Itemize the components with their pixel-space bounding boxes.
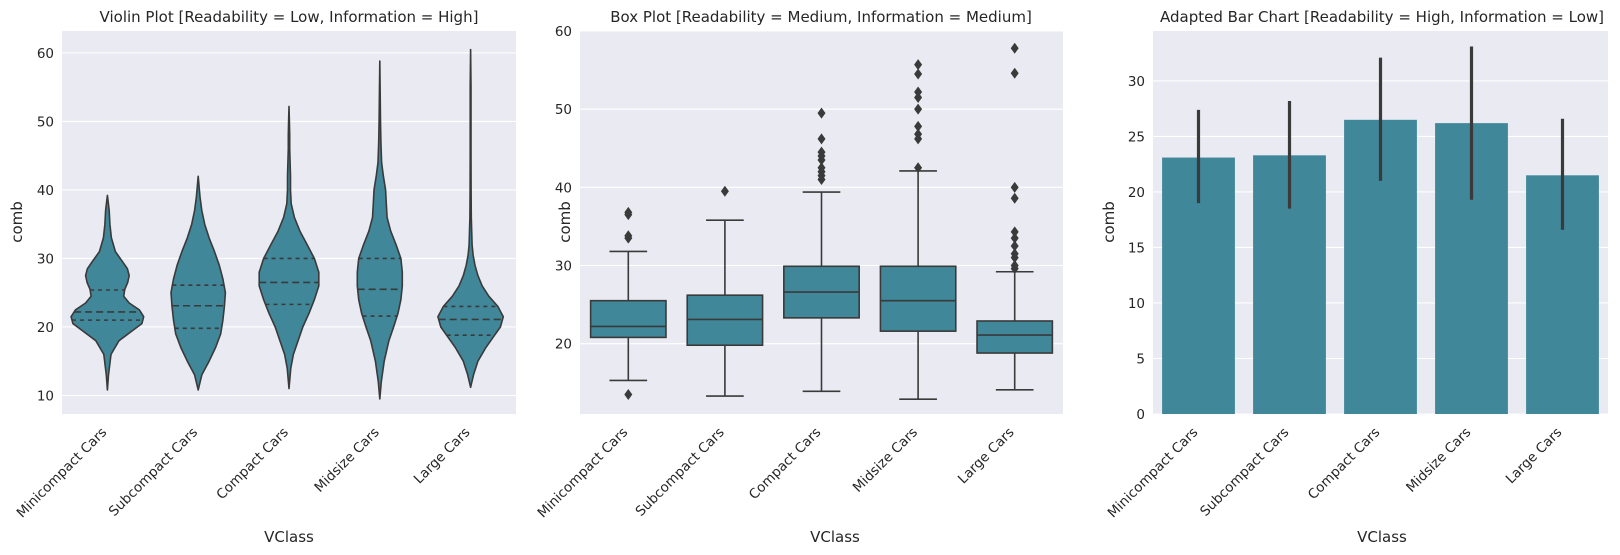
box-outlier-large-cars (1010, 240, 1019, 252)
violin-x-tick-large-cars: Large Cars (411, 425, 474, 488)
bar-x-tick-subcompact-cars: Subcompact Cars (1197, 425, 1292, 520)
box-outlier-minicompact-cars (624, 230, 633, 242)
box-outlier-midsize-cars (914, 86, 923, 98)
violin-title: Violin Plot [Readability = Low, Informat… (100, 8, 479, 26)
box-outlier-minicompact-cars (624, 206, 633, 218)
box-outlier-midsize-cars (914, 162, 923, 174)
bar-x-tick-compact-cars: Compact Cars (1305, 425, 1383, 503)
box-outlier-large-cars (1010, 259, 1019, 271)
box-y-tick-label: 20 (555, 337, 572, 353)
violin-compact-cars (258, 105, 320, 390)
bar-y-tick-label: 10 (1128, 296, 1145, 312)
box-outlier-large-cars (1010, 232, 1019, 244)
box-marks (589, 42, 1054, 400)
box-midsize-cars (879, 265, 957, 332)
box-minicompact-cars (589, 299, 667, 339)
box-outlier-midsize-cars (914, 59, 923, 71)
box-outlier-compact-cars (817, 162, 826, 174)
violin-subcompact-cars (170, 175, 227, 391)
box-panel: 20 30 40 50 60 Minicompact Cars Subcompact Car… (534, 8, 1063, 546)
box-outlier-compact-cars (817, 107, 826, 119)
box-outlier-midsize-cars (914, 68, 923, 80)
box-y-tick-label: 40 (555, 180, 572, 196)
bar-title: Adapted Bar Chart [Readability = High, I… (1160, 8, 1604, 26)
box-outlier-minicompact-cars (624, 388, 633, 400)
box-outlier-large-cars (1010, 226, 1019, 238)
box-y-axis-label: comb (556, 201, 574, 243)
bar-x-axis-label: VClass (1357, 528, 1407, 546)
box-outlier-midsize-cars (914, 120, 923, 132)
violin-marks (70, 48, 505, 400)
bar-y-tick-label: 0 (1136, 407, 1145, 423)
box-x-tick-compact-cars: Compact Cars (746, 425, 824, 503)
box-x-tick-large-cars: Large Cars (955, 425, 1018, 488)
box-large-cars (976, 320, 1054, 354)
violin-y-tick-label: 50 (37, 114, 54, 130)
box-outlier-large-cars (1010, 181, 1019, 193)
box-x-tick-subcompact-cars: Subcompact Cars (633, 425, 728, 520)
bar-y-tick-label: 5 (1136, 351, 1145, 367)
violin-x-axis-label: VClass (264, 528, 314, 546)
violin-x-tick-midsize-cars: Midsize Cars (311, 425, 382, 496)
box-title: Box Plot [Readability = Medium, Informat… (610, 8, 1032, 26)
box-outlier-midsize-cars (914, 103, 923, 115)
violin-y-tick-label: 40 (37, 183, 54, 199)
bar-y-tick-label: 30 (1128, 74, 1145, 90)
violin-minicompact-cars (70, 194, 145, 391)
violin-y-tick-label: 60 (37, 46, 54, 62)
box-outlier-subcompact-cars (720, 185, 729, 197)
box-y-tick-label: 60 (555, 24, 572, 40)
box-outlier-compact-cars (817, 146, 826, 158)
violin-y-axis-label: comb (8, 201, 26, 243)
violin-x-tick-subcompact-cars: Subcompact Cars (106, 425, 201, 520)
bar-y-axis-label: comb (1100, 201, 1118, 243)
box-outlier-midsize-cars (914, 128, 923, 140)
box-outlier-large-cars (1010, 192, 1019, 204)
box-y-tick-label: 50 (555, 102, 572, 118)
box-outlier-large-cars (1010, 248, 1019, 260)
violin-large-cars (437, 48, 505, 389)
violin-y-tick-label: 30 (37, 251, 54, 267)
violin-midsize-cars (356, 60, 404, 400)
bar-y-tick-label: 20 (1128, 185, 1145, 201)
box-outlier-large-cars (1010, 67, 1019, 79)
bar-x-tick-minicompact-cars: Minicompact Cars (1105, 425, 1202, 522)
violin-x-tick-compact-cars: Compact Cars (213, 425, 291, 503)
violin-x-tick-minicompact-cars: Minicompact Cars (14, 425, 111, 522)
bar-x-tick-midsize-cars: Midsize Cars (1403, 425, 1474, 496)
violin-y-tick-label: 20 (37, 320, 54, 336)
violin-y-tick-label: 10 (37, 389, 54, 405)
bar-marks (1162, 46, 1599, 415)
box-outlier-compact-cars (817, 133, 826, 145)
box-outlier-large-cars (1010, 42, 1019, 54)
box-x-tick-midsize-cars: Midsize Cars (850, 425, 921, 496)
bar-x-tick-large-cars: Large Cars (1503, 425, 1566, 488)
box-x-tick-minicompact-cars: Minicompact Cars (534, 425, 631, 522)
box-y-tick-label: 30 (555, 258, 572, 274)
bar-y-tick-label: 15 (1128, 240, 1145, 256)
bar-y-tick-label: 25 (1128, 129, 1145, 145)
box-x-axis-label: VClass (810, 528, 860, 546)
